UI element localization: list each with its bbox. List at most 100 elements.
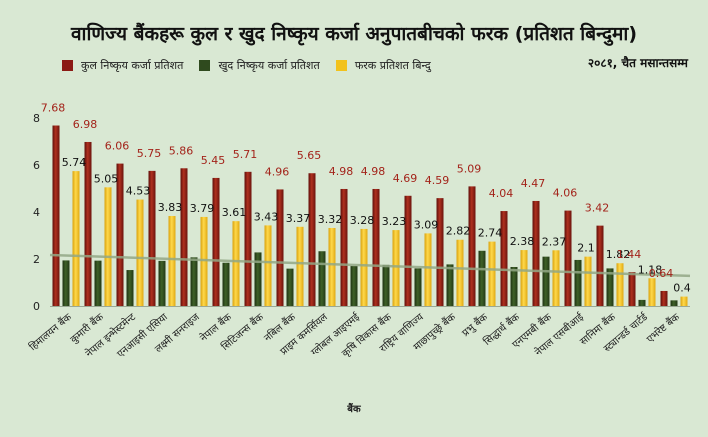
bar-gross [372,188,380,306]
bar-difference [392,230,400,306]
data-label-difference: 2.82 [446,225,471,238]
bar-gross [340,188,348,306]
bar-difference [584,256,592,306]
data-label-gross: 5.86 [169,144,194,157]
bar-net [62,260,70,306]
bar-gross [212,177,220,306]
bar-gross [500,211,508,306]
data-label-difference: 3.43 [254,210,279,223]
data-label-difference: 2.37 [542,235,567,248]
bar-difference [424,233,432,306]
chart-title: वाणिज्य बैंकहरू कुल र खुद निष्कृय कर्जा … [70,23,638,45]
y-tick-label: 6 [33,159,40,172]
legend-swatch-net [199,59,211,71]
data-label-gross: 5.65 [297,149,322,162]
data-label-gross: 4.04 [489,187,514,200]
bar-difference [488,241,496,306]
data-label-gross: 4.96 [265,165,290,178]
bar-difference [360,228,368,306]
data-label-gross: 6.98 [73,118,98,131]
legend-label-net: खुद निष्कृय कर्जा प्रतिशत [218,58,320,72]
bar-difference [136,199,144,306]
data-label-difference: 3.23 [382,215,407,228]
data-label-difference: 3.83 [158,201,183,214]
data-label-gross: 4.59 [425,174,450,187]
bar-net [158,260,166,306]
bar-net [126,270,134,306]
bar-gross [52,125,60,307]
data-label-gross: 4.98 [361,165,386,178]
bar-net [318,251,326,306]
data-label-gross: 3.42 [585,202,610,215]
x-tick-label: एभरेष्ट बैंक [644,311,682,346]
legend-item-gross: कुल निष्कृय कर्जा प्रतिशत [62,58,183,73]
data-label-difference: 5.74 [62,156,87,169]
data-label-difference: 4.53 [126,185,151,198]
bar-difference [680,296,688,306]
bar-net [510,266,518,306]
y-tick-label: 0 [33,300,40,313]
bar-difference [296,226,304,306]
bar-net [94,260,102,306]
bar-difference [520,250,528,306]
legend-label-gross: कुल निष्कृय कर्जा प्रतिशत [81,58,184,72]
data-label-gross: 4.98 [329,165,354,178]
bar-net [606,268,614,306]
legend-label-difference: फरक प्रतिशत बिन्दु [354,58,431,72]
bar-net [286,268,294,306]
legend-swatch-difference [335,59,347,71]
data-label-gross: 4.69 [393,172,418,185]
data-label-difference: 2.74 [478,227,503,240]
trendline [49,253,691,278]
bar-difference [648,278,656,306]
bar-difference [200,216,208,306]
bar-difference [264,225,272,306]
period-label: २०८१, चैत मसान्तसम्म [587,56,688,70]
bar-gross [596,225,604,306]
bar-net [222,262,230,306]
data-label-gross: 5.75 [137,147,162,160]
bar-difference [72,171,80,306]
bar-difference [616,263,624,306]
bar-gross [532,200,540,306]
data-label-difference: 1.18 [638,263,663,276]
x-tick-label: प्रभु बैंक [460,311,490,339]
bar-difference [168,215,176,306]
bar-gross [404,195,412,306]
bar-net [254,252,262,306]
bar-net [190,257,198,306]
x-tick-label: हिमालयन बैंक [27,311,74,353]
bar-net [638,299,646,306]
data-label-difference: 3.09 [414,218,439,231]
bar-net [350,266,358,306]
data-label-gross: 5.09 [457,162,482,175]
bar-gross [148,170,156,306]
legend-item-difference: फरक प्रतिशत बिन्दु [335,58,431,73]
y-tick-label: 8 [33,112,40,125]
data-label-gross: 1.44 [617,248,642,261]
data-label-difference: 3.37 [286,212,311,225]
data-label-difference: 1.82 [606,248,631,261]
bar-net [574,259,582,306]
data-label-gross: 7.68 [41,102,66,115]
bar-net [478,250,486,306]
data-label-gross: 5.45 [201,154,226,167]
data-label-gross: 0.64 [649,267,674,280]
data-label-gross: 6.06 [105,140,130,153]
bar-gross [436,198,444,306]
bar-net [382,264,390,306]
data-label-difference: 3.79 [190,202,215,215]
data-label-difference: 3.32 [318,213,343,226]
data-label-gross: 4.47 [521,177,546,190]
bar-gross [660,290,668,306]
bar-gross [116,163,124,306]
data-label-difference: 0.4 [673,282,691,295]
x-axis-title: बैंक [347,404,361,415]
bar-net [446,264,454,306]
y-tick-label: 2 [33,253,40,266]
bar-gross [308,173,316,306]
data-label-difference: 2.38 [510,235,535,248]
bar-difference [552,250,560,306]
legend-swatch-gross [62,59,73,71]
